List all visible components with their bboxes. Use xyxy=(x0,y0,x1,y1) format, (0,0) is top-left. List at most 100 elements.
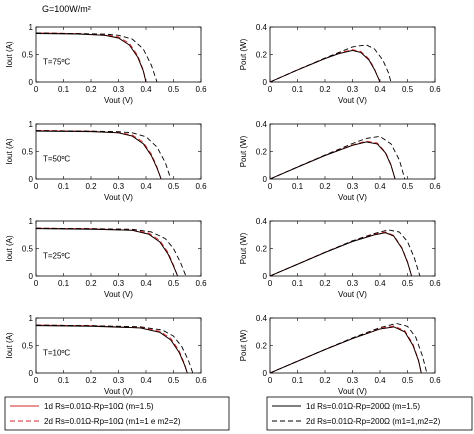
y-axis-label: Pout (W) xyxy=(239,329,248,361)
x-tick-label: 0.3 xyxy=(113,376,125,385)
charts-group: 0 0.1 0.2 0.3 0.4 0.5 0.6 0 0.5 1 Vout (V) Iout (A)… xyxy=(5,23,441,396)
x-tick-label: 0.3 xyxy=(113,182,125,191)
y-tick-label: 0.5 xyxy=(22,342,34,351)
series-line-2d-rp10 xyxy=(35,227,179,277)
x-tick-label: 0.4 xyxy=(140,279,152,288)
series-line-1d-rp200 xyxy=(35,33,147,83)
x-tick-label: 0.1 xyxy=(292,376,304,385)
x-tick-label: 0.3 xyxy=(113,279,125,288)
chart-pv-row-3: 0 0.1 0.2 0.3 0.4 0.5 0.6 0 0.2 0.4 Vout (V) Pout (… xyxy=(239,314,441,396)
plot-frame xyxy=(269,26,436,83)
x-tick-label: 0.6 xyxy=(429,182,441,191)
y-tick-label: 0.2 xyxy=(256,148,268,157)
x-tick-label: 0.6 xyxy=(195,376,207,385)
x-tick-label: 0.6 xyxy=(195,182,207,191)
y-tick-label: 0.4 xyxy=(256,120,268,129)
legend-1: 1d Rs=0.01Ω-Rp=10Ω (m=1.5) 2d Rs=0.01Ω-Rp… xyxy=(4,396,230,431)
x-tick-label: 0.6 xyxy=(429,376,441,385)
legend-box xyxy=(4,396,230,431)
temperature-annotation: T=10ºC xyxy=(43,348,70,357)
x-axis-label: Vout (V) xyxy=(338,96,367,105)
plot-frame xyxy=(269,317,436,374)
legend-box xyxy=(266,396,473,431)
y-tick-label: 0.4 xyxy=(256,23,268,32)
x-tick-label: 0.1 xyxy=(58,182,70,191)
series-line-1d-rp200 xyxy=(269,49,381,83)
x-tick-label: 0.3 xyxy=(347,376,359,385)
y-tick-label: 0 xyxy=(263,272,268,281)
x-tick-label: 0.1 xyxy=(58,85,70,94)
x-tick-label: 0.1 xyxy=(58,279,70,288)
x-tick-label: 0 xyxy=(34,279,39,288)
x-tick-label: 0.4 xyxy=(140,182,152,191)
chart-iv-row-0: 0 0.1 0.2 0.3 0.4 0.5 0.6 0 0.5 1 Vout (V) Iout (A)… xyxy=(5,23,207,105)
y-tick-label: 0.5 xyxy=(22,148,34,157)
x-tick-label: 0 xyxy=(268,85,273,94)
x-tick-label: 0.4 xyxy=(140,85,152,94)
x-tick-label: 0.4 xyxy=(374,376,386,385)
plot-frame xyxy=(35,26,202,83)
y-tick-label: 0 xyxy=(29,175,34,184)
x-tick-label: 0.5 xyxy=(168,279,180,288)
x-tick-label: 0.2 xyxy=(85,182,97,191)
x-tick-label: 0.4 xyxy=(140,376,152,385)
x-tick-label: 0.5 xyxy=(402,376,414,385)
series-line-1d-rp200 xyxy=(35,228,179,277)
y-tick-label: 1 xyxy=(29,314,34,323)
series-line-2d-rp10 xyxy=(35,324,188,374)
legend-label: 1d Rs=0.01Ω-Rp=10Ω (m=1.5) xyxy=(44,402,154,411)
x-tick-label: 0.2 xyxy=(319,85,331,94)
chart-pv-row-2: 0 0.1 0.2 0.3 0.4 0.5 0.6 0 0.2 0.4 Vout (V) Pout (… xyxy=(239,217,441,299)
y-tick-label: 0.4 xyxy=(256,217,268,226)
series-line-2d-rp200 xyxy=(269,44,392,83)
irradiance-label: G=100W/m² xyxy=(42,4,91,14)
x-axis-label: Vout (V) xyxy=(104,193,133,202)
plot-frame xyxy=(269,220,436,277)
x-tick-label: 0.3 xyxy=(113,85,125,94)
temperature-annotation: T=75ºC xyxy=(43,57,70,66)
x-tick-label: 0.2 xyxy=(319,376,331,385)
x-tick-label: 0.5 xyxy=(402,279,414,288)
x-tick-label: 0.4 xyxy=(374,85,386,94)
legend-label: 2d Rs=0.01Ω-Rp=200Ω (m1=1,m2=2) xyxy=(306,417,441,426)
y-tick-label: 0.5 xyxy=(22,245,34,254)
x-tick-label: 0.1 xyxy=(292,279,304,288)
x-tick-label: 0 xyxy=(268,279,273,288)
y-tick-label: 0 xyxy=(263,78,268,87)
y-tick-label: 0.4 xyxy=(256,314,268,323)
legend-2: 1d Rs=0.01Ω-Rp=200Ω (m=1.5) 2d Rs=0.01Ω-R… xyxy=(266,396,473,431)
y-axis-label: Iout (A) xyxy=(5,235,14,262)
series-line-2d-rp200 xyxy=(269,229,421,277)
x-axis-label: Vout (V) xyxy=(104,96,133,105)
x-tick-label: 0.3 xyxy=(347,279,359,288)
x-axis-label: Vout (V) xyxy=(104,387,133,396)
x-tick-label: 0.2 xyxy=(85,279,97,288)
temperature-annotation: T=25ºC xyxy=(43,251,70,260)
legends-group: 1d Rs=0.01Ω-Rp=10Ω (m=1.5) 2d Rs=0.01Ω-Rp… xyxy=(4,396,473,431)
legend-label: 2d Rs=0.01Ω-Rp=10Ω (m1=1 e m2=2) xyxy=(44,417,181,426)
y-tick-label: 0.2 xyxy=(256,245,268,254)
y-tick-label: 0.2 xyxy=(256,51,268,60)
y-tick-label: 0 xyxy=(29,369,34,378)
x-axis-label: Vout (V) xyxy=(338,193,367,202)
x-tick-label: 0.2 xyxy=(85,376,97,385)
y-axis-label: Iout (A) xyxy=(5,41,14,68)
series-line-1d-rp200 xyxy=(35,325,188,374)
y-tick-label: 0 xyxy=(29,78,34,87)
plot-frame xyxy=(269,123,436,180)
x-tick-label: 0 xyxy=(34,182,39,191)
y-axis-label: Pout (W) xyxy=(239,232,248,264)
x-tick-label: 0.6 xyxy=(195,279,207,288)
x-tick-label: 0.5 xyxy=(168,85,180,94)
x-tick-label: 0.6 xyxy=(429,85,441,94)
x-tick-label: 0.4 xyxy=(374,182,386,191)
x-axis-label: Vout (V) xyxy=(338,290,367,299)
y-axis-label: Iout (A) xyxy=(5,332,14,359)
series-line-2d-rp200 xyxy=(269,323,428,374)
x-tick-label: 0.2 xyxy=(319,279,331,288)
chart-pv-row-1: 0 0.1 0.2 0.3 0.4 0.5 0.6 0 0.2 0.4 Vout (V) Pout (… xyxy=(239,120,441,202)
chart-iv-row-3: 0 0.1 0.2 0.3 0.4 0.5 0.6 0 0.5 1 Vout (V) Iout (A)… xyxy=(5,314,207,396)
y-tick-label: 1 xyxy=(29,217,34,226)
x-tick-label: 0 xyxy=(34,85,39,94)
